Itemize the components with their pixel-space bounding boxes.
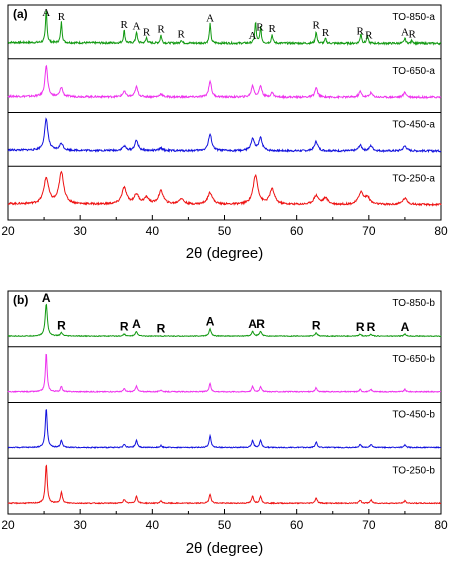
peak-label: R xyxy=(57,318,66,332)
peak-label: A xyxy=(42,291,51,305)
peak-label: R xyxy=(367,320,376,334)
peak-label: R xyxy=(408,28,416,40)
peak-label: R xyxy=(356,320,365,334)
peak-label: R xyxy=(256,21,264,33)
panel-label: (a) xyxy=(13,7,28,21)
series-label: TO-450-b xyxy=(392,410,435,421)
series-line-to-250-a xyxy=(7,170,442,207)
series-line-to-450-a xyxy=(7,117,442,154)
x-tick-label: 50 xyxy=(218,518,232,532)
peak-label: R xyxy=(365,30,373,42)
peak-label: R xyxy=(357,26,365,38)
x-tick-label: 20 xyxy=(1,224,15,238)
x-tick-label: 50 xyxy=(218,224,232,238)
series-label: TO-850-a xyxy=(392,12,435,23)
x-tick-label: 40 xyxy=(146,224,160,238)
panel-b: TO-850-bTO-650-bTO-450-bTO-250-bAR R A RA A R… xyxy=(1,290,448,557)
peak-label: A xyxy=(42,7,50,19)
peak-label: R xyxy=(120,320,129,334)
peak-label: R xyxy=(157,24,165,36)
x-tick-label: 70 xyxy=(362,518,376,532)
peak-label: A xyxy=(206,12,214,24)
x-tick-label: 80 xyxy=(434,224,448,238)
peak-label: A xyxy=(249,30,257,42)
series-line-to-850-a xyxy=(7,10,442,46)
peak-label: A xyxy=(132,20,140,32)
x-tick-label: 70 xyxy=(362,224,376,238)
series-label: TO-250-a xyxy=(392,173,435,184)
peak-label: A xyxy=(206,315,215,329)
peak-label: R xyxy=(58,11,66,23)
x-tick-label: 20 xyxy=(1,518,15,532)
series-line-to-450-b xyxy=(7,409,442,449)
x-tick-label: 60 xyxy=(290,518,304,532)
peak-label: A xyxy=(401,320,410,334)
x-tick-label: 30 xyxy=(73,224,87,238)
series-line-to-650-b xyxy=(7,353,442,394)
x-axis-title: 2θ (degree) xyxy=(186,540,264,557)
panel-label: (b) xyxy=(13,293,28,307)
peak-label: R xyxy=(312,319,321,333)
x-tick-label: 80 xyxy=(434,518,448,532)
peak-label: R xyxy=(268,23,276,35)
peak-label: R xyxy=(322,27,330,39)
x-tick-label: 60 xyxy=(290,224,304,238)
peak-label: R xyxy=(312,20,320,32)
peak-label: R xyxy=(178,28,186,40)
series-label: TO-650-a xyxy=(392,66,435,77)
x-tick-label: 30 xyxy=(73,518,87,532)
x-tick-label: 40 xyxy=(146,518,160,532)
series-label: TO-250-b xyxy=(392,465,435,476)
peak-label: R xyxy=(157,322,166,336)
peak-label: A xyxy=(132,317,141,331)
peak-label: R xyxy=(256,317,265,331)
series-label: TO-450-a xyxy=(392,120,435,131)
series-label: TO-850-b xyxy=(392,298,435,309)
x-axis-title: 2θ (degree) xyxy=(186,245,264,262)
panel-a: TO-850-aTO-650-aTO-450-aTO-250-aA RR A R R RA… xyxy=(1,4,448,262)
series-line-to-250-b xyxy=(7,464,442,505)
series-label: TO-650-b xyxy=(392,354,435,365)
peak-label: R xyxy=(121,19,129,31)
peak-label: R xyxy=(143,26,151,38)
peak-label: A xyxy=(248,317,257,331)
series-line-to-850-b xyxy=(7,303,442,338)
series-line-to-650-a xyxy=(7,64,442,100)
peak-label: A xyxy=(401,26,409,38)
